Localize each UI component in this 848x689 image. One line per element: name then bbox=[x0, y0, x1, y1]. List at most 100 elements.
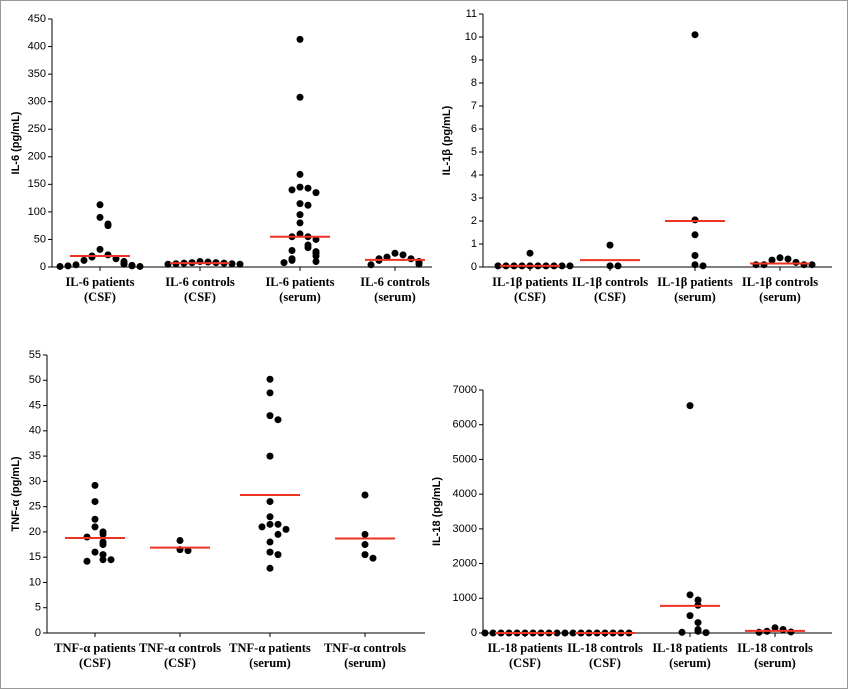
y-tick-label: 40 bbox=[29, 425, 41, 437]
x-tick-label: IL-6 controls bbox=[360, 275, 430, 289]
data-point bbox=[96, 201, 104, 209]
y-axis-label: IL-6 (pg/mL) bbox=[10, 111, 22, 174]
data-point bbox=[312, 235, 320, 243]
data-point bbox=[266, 538, 274, 546]
x-tick-label: (serum) bbox=[674, 290, 716, 304]
data-point bbox=[361, 491, 369, 499]
data-point bbox=[558, 262, 566, 270]
x-tick-label: IL-18 patients bbox=[652, 641, 727, 655]
x-tick-label: TNF-α controls bbox=[324, 641, 406, 655]
x-tick-label: IL-1β patients bbox=[657, 275, 733, 289]
data-point bbox=[83, 557, 91, 565]
x-tick-label: (serum) bbox=[344, 656, 386, 670]
data-point bbox=[99, 551, 107, 559]
y-tick-label: 300 bbox=[28, 96, 46, 108]
data-point bbox=[80, 256, 88, 264]
data-point bbox=[569, 629, 577, 637]
data-point bbox=[64, 262, 72, 270]
data-point bbox=[96, 213, 104, 221]
x-tick-label: TNF-α controls bbox=[139, 641, 221, 655]
y-tick-label: 0 bbox=[471, 627, 477, 639]
data-point bbox=[304, 201, 312, 209]
data-point bbox=[312, 252, 320, 260]
data-point bbox=[184, 547, 192, 555]
y-tick-label: 250 bbox=[28, 123, 46, 135]
data-point bbox=[236, 260, 244, 268]
data-point bbox=[304, 184, 312, 192]
data-point bbox=[104, 251, 112, 259]
data-point bbox=[800, 261, 808, 269]
x-tick-label: (serum) bbox=[754, 656, 796, 670]
data-point bbox=[266, 412, 274, 420]
data-point bbox=[258, 523, 266, 531]
x-tick-label: (CSF) bbox=[509, 656, 541, 670]
data-point bbox=[91, 498, 99, 506]
data-point bbox=[296, 230, 304, 238]
y-tick-label: 50 bbox=[29, 374, 41, 386]
data-point bbox=[312, 257, 320, 265]
data-point bbox=[136, 262, 144, 270]
data-point bbox=[56, 262, 64, 270]
data-point bbox=[481, 629, 489, 637]
data-point bbox=[288, 186, 296, 194]
y-tick-label: 35 bbox=[29, 450, 41, 462]
data-point bbox=[407, 255, 415, 263]
data-point bbox=[296, 170, 304, 178]
y-tick-label: 55 bbox=[29, 349, 41, 361]
data-point bbox=[274, 520, 282, 528]
data-point bbox=[296, 200, 304, 208]
data-point bbox=[274, 530, 282, 538]
data-point bbox=[691, 252, 699, 259]
data-point bbox=[678, 628, 686, 636]
data-point bbox=[288, 256, 296, 264]
data-point bbox=[792, 258, 800, 266]
y-tick-label: 10 bbox=[465, 31, 477, 43]
data-point bbox=[691, 31, 699, 39]
x-tick-label: IL-1β controls bbox=[742, 275, 818, 289]
data-point bbox=[104, 222, 112, 230]
data-point bbox=[489, 629, 497, 637]
data-point bbox=[361, 551, 369, 559]
data-point bbox=[367, 261, 375, 269]
y-tick-label: 5 bbox=[471, 146, 477, 158]
data-point bbox=[296, 35, 304, 43]
data-point bbox=[266, 375, 274, 383]
data-point bbox=[312, 189, 320, 197]
x-tick-label: IL-1β patients bbox=[492, 275, 568, 289]
data-point bbox=[391, 249, 399, 257]
y-tick-label: 6000 bbox=[453, 419, 477, 431]
y-tick-label: 1000 bbox=[453, 592, 477, 604]
x-tick-label: (CSF) bbox=[84, 290, 116, 304]
data-point bbox=[288, 246, 296, 254]
data-point bbox=[694, 596, 702, 604]
y-tick-label: 200 bbox=[28, 151, 46, 163]
x-tick-label: TNF-α patients bbox=[54, 641, 136, 655]
data-point bbox=[686, 402, 694, 410]
data-point bbox=[755, 628, 763, 636]
data-point bbox=[606, 241, 614, 249]
x-tick-label: IL-6 controls bbox=[165, 275, 235, 289]
y-tick-label: 25 bbox=[29, 501, 41, 513]
y-tick-label: 30 bbox=[29, 475, 41, 487]
data-point bbox=[779, 626, 787, 634]
y-tick-label: 3 bbox=[471, 192, 477, 204]
data-point bbox=[296, 219, 304, 227]
x-tick-label: IL-18 patients bbox=[487, 641, 562, 655]
data-point bbox=[274, 416, 282, 424]
data-point bbox=[266, 564, 274, 572]
y-tick-label: 0 bbox=[40, 261, 46, 273]
data-point bbox=[204, 258, 212, 266]
x-tick-label: (CSF) bbox=[514, 290, 546, 304]
data-point bbox=[784, 255, 792, 263]
y-tick-label: 5 bbox=[35, 602, 41, 614]
data-point bbox=[176, 537, 184, 545]
data-point bbox=[266, 389, 274, 397]
data-point bbox=[494, 262, 502, 270]
y-tick-label: 5000 bbox=[453, 453, 477, 465]
data-point bbox=[606, 262, 614, 270]
data-point bbox=[88, 253, 96, 261]
y-axis-label: TNF-α (pg/mL) bbox=[10, 456, 22, 532]
y-tick-label: 45 bbox=[29, 399, 41, 411]
y-tick-label: 4 bbox=[471, 169, 477, 181]
